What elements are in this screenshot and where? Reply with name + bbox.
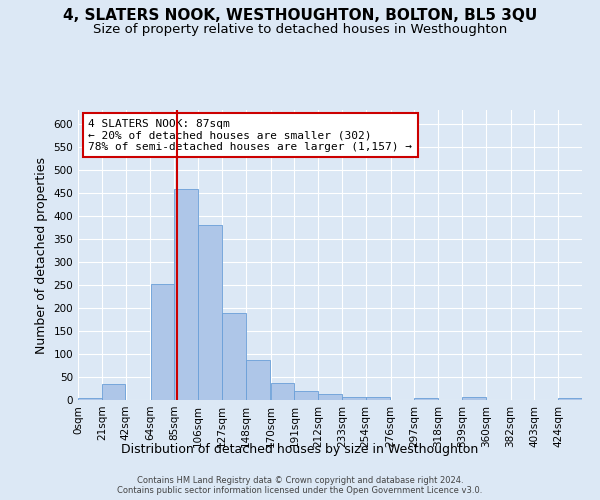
Bar [271,383,294,400]
Bar [342,397,365,400]
Text: 4, SLATERS NOOK, WESTHOUGHTON, BOLTON, BL5 3QU: 4, SLATERS NOOK, WESTHOUGHTON, BOLTON, B… [63,8,537,22]
Bar [295,391,318,400]
Bar [198,225,222,400]
Bar [559,398,582,400]
Y-axis label: Number of detached properties: Number of detached properties [35,156,48,354]
Text: Size of property relative to detached houses in Westhoughton: Size of property relative to detached ho… [93,22,507,36]
Text: 4 SLATERS NOOK: 87sqm
← 20% of detached houses are smaller (302)
78% of semi-det: 4 SLATERS NOOK: 87sqm ← 20% of detached … [88,118,412,152]
Bar [415,398,438,400]
Bar [151,284,174,400]
Bar [102,384,125,400]
Bar [366,397,391,400]
Bar [222,314,245,400]
Bar [318,394,342,400]
Bar [78,398,101,400]
Bar [175,189,198,400]
Bar [462,397,485,400]
Bar [246,360,271,400]
Text: Contains HM Land Registry data © Crown copyright and database right 2024.
Contai: Contains HM Land Registry data © Crown c… [118,476,482,495]
Text: Distribution of detached houses by size in Westhoughton: Distribution of detached houses by size … [121,442,479,456]
